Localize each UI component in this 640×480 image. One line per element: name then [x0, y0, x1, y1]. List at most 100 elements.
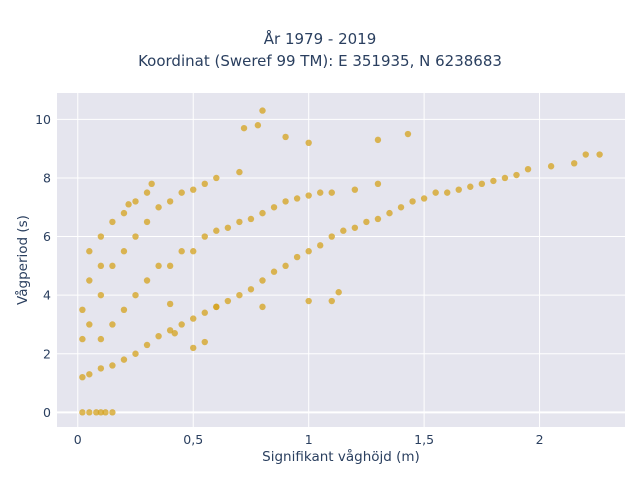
data-point	[109, 218, 116, 226]
data-point	[270, 268, 278, 275]
data-point	[201, 338, 208, 346]
y-tick-label: 8	[43, 170, 51, 185]
data-points	[79, 107, 603, 416]
data-point	[155, 262, 162, 270]
y-tick-label: 6	[43, 229, 51, 244]
data-point	[259, 107, 266, 114]
data-point	[109, 321, 116, 328]
data-point	[132, 350, 139, 357]
data-point	[282, 133, 289, 141]
data-point	[213, 227, 220, 234]
data-point	[79, 409, 86, 416]
data-point	[478, 180, 486, 188]
data-point	[282, 198, 289, 205]
data-point	[79, 373, 86, 381]
data-point	[79, 306, 86, 314]
data-point	[224, 224, 232, 231]
data-point	[148, 180, 155, 188]
data-point	[213, 174, 220, 182]
data-point	[178, 321, 185, 328]
plot-area	[57, 93, 625, 427]
grid-lines	[57, 93, 625, 427]
data-point	[305, 139, 312, 147]
data-point	[143, 277, 151, 284]
x-tick-label: 1,5	[414, 432, 434, 447]
data-point	[79, 335, 86, 343]
data-point	[596, 151, 603, 158]
data-point	[109, 362, 116, 369]
data-point	[143, 189, 151, 196]
data-point	[582, 151, 589, 158]
data-point	[166, 300, 174, 308]
data-point	[374, 215, 382, 223]
data-point	[409, 198, 416, 205]
y-tick-label: 10	[35, 112, 51, 127]
data-point	[190, 186, 197, 193]
data-point	[201, 180, 208, 188]
data-point	[201, 309, 208, 316]
data-point	[524, 165, 532, 173]
data-point	[247, 215, 255, 223]
data-point	[254, 122, 262, 129]
y-axis-ticks: 0 2 4 6 8 10	[35, 112, 51, 420]
data-point	[351, 224, 359, 231]
data-point	[236, 291, 243, 299]
data-point	[125, 201, 132, 208]
data-point	[259, 277, 266, 284]
data-point	[374, 136, 382, 144]
data-point	[374, 180, 382, 188]
x-tick-label: 0	[74, 432, 82, 447]
y-tick-label: 0	[43, 405, 51, 420]
data-point	[404, 130, 412, 138]
data-point	[109, 409, 116, 416]
data-point	[102, 409, 109, 416]
data-point	[213, 303, 220, 311]
data-point	[397, 204, 405, 211]
data-point	[97, 262, 105, 270]
data-point	[132, 198, 139, 205]
data-point	[201, 233, 208, 240]
data-point	[178, 189, 185, 196]
data-point	[340, 227, 347, 234]
data-point	[432, 189, 439, 196]
data-point	[444, 189, 451, 196]
data-point	[86, 277, 93, 284]
data-point	[317, 242, 324, 249]
data-point	[513, 171, 520, 179]
data-point	[86, 409, 93, 416]
data-point	[97, 291, 105, 299]
data-point	[236, 218, 243, 226]
y-tick-label: 2	[43, 346, 51, 361]
data-point	[120, 248, 128, 255]
data-point	[97, 365, 105, 372]
data-point	[351, 186, 359, 193]
data-point	[171, 330, 178, 337]
data-point	[335, 289, 342, 296]
data-point	[93, 409, 100, 416]
chart-title-line2: Koordinat (Sweref 99 TM): E 351935, N 62…	[138, 52, 502, 70]
data-point	[259, 303, 266, 311]
data-point	[224, 297, 232, 305]
data-point	[455, 186, 462, 193]
data-point	[293, 195, 301, 202]
data-point	[166, 262, 174, 270]
data-point	[293, 253, 301, 261]
data-point	[305, 297, 312, 305]
x-axis-ticks: 0 0,5 1 1,5 2	[74, 432, 544, 447]
data-point	[305, 192, 312, 199]
data-point	[259, 209, 266, 217]
x-axis-title: Signifikant våghöjd (m)	[262, 448, 420, 465]
data-point	[328, 233, 335, 240]
data-point	[166, 198, 174, 205]
data-point	[143, 341, 151, 349]
data-point	[86, 321, 93, 328]
data-point	[270, 204, 278, 211]
data-point	[120, 356, 128, 363]
data-point	[282, 262, 289, 270]
data-point	[490, 177, 497, 185]
data-point	[305, 248, 312, 255]
data-point	[155, 332, 162, 340]
chart-title: År 1979 - 2019 Koordinat (Sweref 99 TM):…	[0, 28, 640, 72]
chart-title-line1: År 1979 - 2019	[263, 30, 377, 48]
